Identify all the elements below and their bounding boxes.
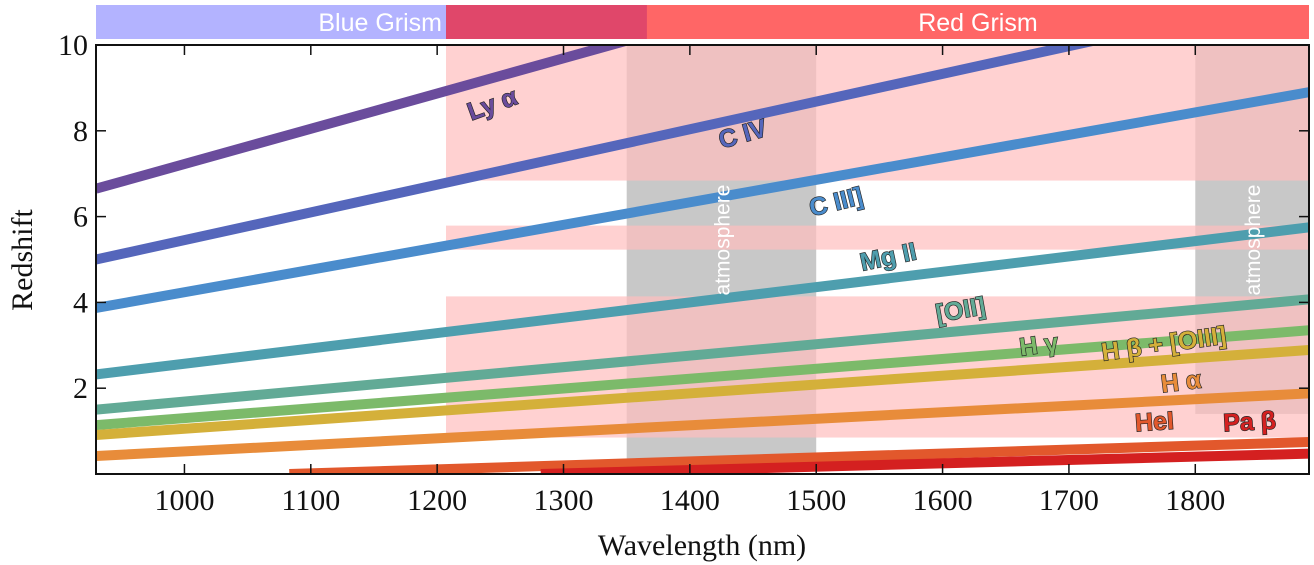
x-tick-label: 1600 [913,484,973,517]
atmosphere-label: atmosphere [1242,185,1265,296]
spectral-line [96,388,1309,461]
spectral-line [96,345,1309,440]
spectral-line [289,437,1309,474]
x-tick-label: 1400 [660,484,720,517]
atmosphere-label: atmosphere [711,185,734,296]
line-label: H γ [1018,328,1061,361]
x-axis-title: Wavelength (nm) [598,529,806,562]
spectral-line [96,325,1309,431]
x-tick-label: 1200 [407,484,467,517]
y-tick-label: 4 [73,286,88,319]
spectral-line [96,294,1309,415]
x-tick-label: 1700 [1039,484,1099,517]
x-tick-label: 1100 [281,484,340,517]
y-tick-label: 6 [73,201,88,234]
grism-label: Blue Grism [318,9,442,37]
y-tick-label: 2 [73,372,88,405]
y-axis-title: Redshift [6,209,39,311]
y-tick-label: 10 [58,29,88,62]
line-label: HeI [1134,407,1175,438]
grism-overlap [446,5,647,39]
grism-label: Red Grism [918,9,1037,37]
x-tick-label: 1000 [154,484,214,517]
spectral-line [96,45,1098,265]
spectral-line [96,222,1309,380]
line-layer [96,45,1309,474]
x-tick-label: 1800 [1165,484,1225,517]
spectral-line [96,45,630,194]
line-label: H α [1159,366,1203,399]
plot-frame [95,44,1310,475]
x-tick-label: 1500 [786,484,846,517]
y-tick-label: 8 [73,115,88,148]
x-tick-label: 1300 [534,484,594,517]
line-label: Pa β [1222,407,1276,438]
spectral-line [96,87,1309,313]
spectral-line [540,448,1309,474]
